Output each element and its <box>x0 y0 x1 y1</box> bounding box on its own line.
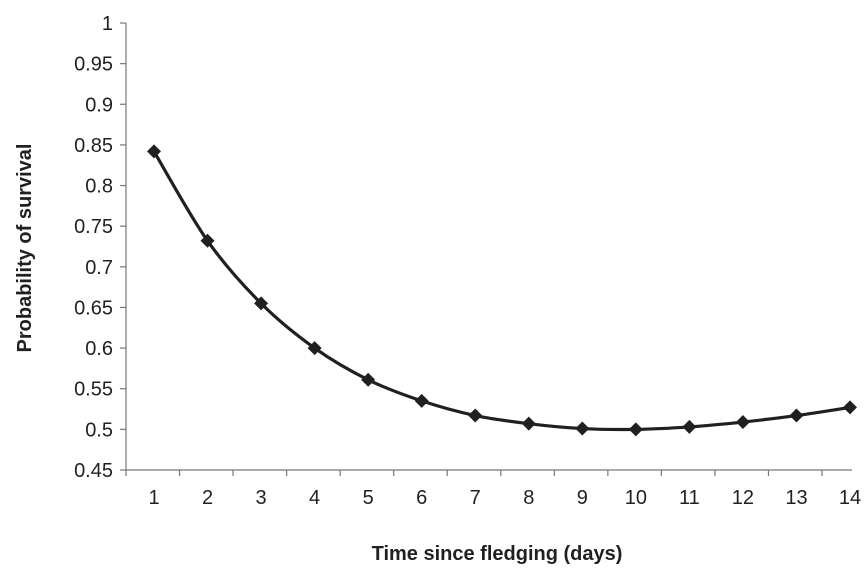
x-tick-label: 14 <box>839 487 861 509</box>
data-point-marker <box>521 416 536 431</box>
data-point-marker <box>200 233 215 248</box>
data-point-marker <box>789 408 804 423</box>
data-point-marker <box>575 421 590 436</box>
x-axis-ticks: 1 2 3 4 5 6 7 8 9 10 11 12 13 14 <box>125 470 861 509</box>
y-tick-label: 0.55 <box>74 379 113 401</box>
data-point-marker <box>307 341 322 356</box>
data-point-marker <box>843 400 857 415</box>
y-tick-label: 0.75 <box>74 216 113 238</box>
y-tick-label: 0.45 <box>74 460 113 482</box>
x-tick-label: 4 <box>309 487 320 509</box>
x-tick-label: 12 <box>732 487 754 509</box>
data-point-marker <box>147 144 161 159</box>
x-tick-label: 6 <box>416 487 427 509</box>
x-tick-label: 2 <box>202 487 213 509</box>
data-point-marker <box>414 393 429 408</box>
data-point-marker <box>628 422 643 437</box>
x-tick-label: 7 <box>470 487 481 509</box>
y-tick-label: 0.65 <box>74 297 113 319</box>
data-point-marker <box>682 419 697 434</box>
x-tick-label: 13 <box>785 487 807 509</box>
axes <box>125 23 852 471</box>
y-tick-label: 1 <box>102 13 113 35</box>
series-line <box>152 150 851 432</box>
x-tick-label: 8 <box>523 487 534 509</box>
x-tick-label: 10 <box>625 487 647 509</box>
x-tick-label: 11 <box>679 487 700 509</box>
y-tick-label: 0.8 <box>85 176 113 198</box>
data-point-marker <box>361 372 376 387</box>
data-point-marker <box>254 296 269 311</box>
y-tick-label: 0.5 <box>85 419 113 441</box>
y-axis-ticks: 0.45 0.5 0.55 0.6 0.65 0.7 0.75 0.8 0.85 0.9 0.95 1 <box>74 13 126 482</box>
y-tick-label: 0.6 <box>85 338 113 360</box>
y-tick-label: 0.9 <box>85 94 113 116</box>
y-axis-title: Probability of survival <box>14 144 36 353</box>
data-point-marker <box>735 415 750 430</box>
y-tick-label: 0.95 <box>74 54 113 76</box>
x-tick-label: 5 <box>363 487 374 509</box>
x-tick-label: 1 <box>148 487 159 509</box>
x-tick-label: 3 <box>256 487 267 509</box>
y-tick-label: 0.85 <box>74 135 113 157</box>
x-axis-title: Time since fledging (days) <box>372 543 623 565</box>
data-point-marker <box>468 408 483 423</box>
y-tick-label: 0.7 <box>85 257 113 279</box>
x-tick-label: 9 <box>577 487 588 509</box>
series-layer <box>147 144 857 437</box>
